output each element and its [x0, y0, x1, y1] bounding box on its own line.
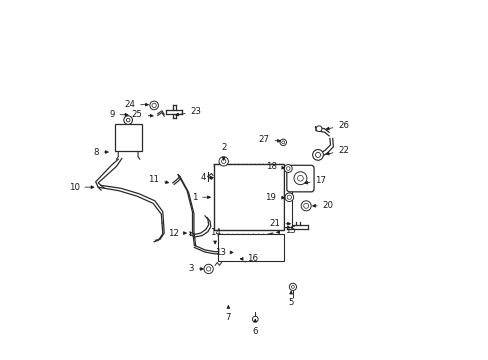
Text: 23: 23 — [175, 107, 201, 116]
Text: 14: 14 — [209, 228, 220, 244]
Text: 7: 7 — [225, 306, 231, 322]
Bar — [214, 164, 284, 230]
Bar — [115, 125, 142, 151]
Circle shape — [219, 157, 228, 166]
Text: 24: 24 — [124, 100, 148, 109]
Circle shape — [291, 285, 294, 288]
Text: 15: 15 — [276, 226, 295, 235]
Circle shape — [312, 149, 323, 160]
Circle shape — [280, 139, 286, 145]
Text: 25: 25 — [131, 110, 153, 119]
Circle shape — [301, 201, 310, 211]
Circle shape — [316, 126, 321, 132]
Circle shape — [281, 141, 284, 144]
Circle shape — [252, 316, 258, 322]
Text: 27: 27 — [258, 135, 280, 144]
Text: 3: 3 — [188, 265, 203, 274]
Text: 9: 9 — [109, 110, 128, 119]
Text: 16: 16 — [240, 255, 258, 264]
Text: 19: 19 — [264, 193, 284, 202]
Circle shape — [286, 167, 289, 170]
Text: 13: 13 — [214, 248, 232, 257]
Text: 26: 26 — [325, 121, 349, 130]
Circle shape — [221, 159, 225, 163]
Text: 11: 11 — [148, 175, 168, 184]
Text: 18: 18 — [265, 162, 284, 171]
Circle shape — [293, 172, 306, 185]
Text: 4: 4 — [200, 173, 212, 182]
Text: 12: 12 — [168, 229, 186, 238]
Circle shape — [152, 103, 156, 108]
Text: 5: 5 — [288, 291, 293, 307]
Bar — [284, 167, 291, 226]
Text: 2: 2 — [221, 143, 226, 160]
Text: 21: 21 — [269, 219, 290, 228]
Circle shape — [285, 193, 293, 202]
Circle shape — [149, 101, 158, 110]
Circle shape — [286, 195, 291, 199]
Text: 6: 6 — [252, 319, 258, 336]
Text: 10: 10 — [68, 183, 94, 192]
FancyBboxPatch shape — [286, 165, 313, 192]
Circle shape — [303, 203, 308, 208]
Circle shape — [289, 283, 296, 291]
Circle shape — [126, 118, 130, 122]
Circle shape — [297, 175, 303, 181]
Text: 20: 20 — [312, 201, 333, 210]
Text: 17: 17 — [304, 176, 326, 185]
Bar — [217, 234, 284, 261]
Circle shape — [206, 267, 210, 271]
Circle shape — [203, 264, 213, 274]
Text: 22: 22 — [325, 146, 349, 155]
Text: 1: 1 — [191, 193, 210, 202]
Circle shape — [123, 116, 132, 125]
Circle shape — [315, 152, 320, 157]
Text: 8: 8 — [93, 148, 108, 157]
Circle shape — [284, 165, 292, 172]
